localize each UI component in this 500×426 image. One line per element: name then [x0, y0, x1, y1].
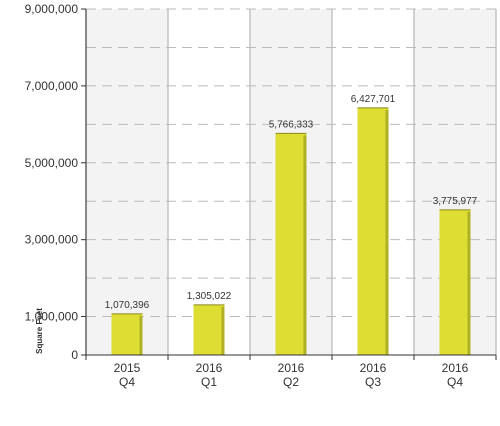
- data-label-4: 3,775,977: [433, 196, 478, 207]
- data-label-1: 1,305,022: [187, 291, 232, 302]
- x-tick-label-2: 2016 Q2: [278, 361, 305, 389]
- x-tick-label-year-0: 2015: [114, 361, 141, 375]
- x-tick-label-3: 2016 Q3: [360, 361, 387, 389]
- x-tick-label-year-1: 2016: [196, 361, 223, 375]
- data-label-3: 6,427,701: [351, 94, 396, 105]
- x-tick-label-4: 2016 Q4: [442, 361, 469, 389]
- x-tick-label-year-3: 2016: [360, 361, 387, 375]
- bar-3: [357, 107, 389, 355]
- bars: [111, 107, 471, 355]
- bar-shadow-0: [139, 315, 143, 355]
- y-tick-label-1: 1,000,000: [25, 310, 79, 324]
- bar-shadow-1: [221, 306, 225, 355]
- bar-4: [439, 209, 471, 355]
- x-tick-label-quarter-2: Q2: [283, 375, 299, 389]
- axes: 0 1,000,000 3,000,000 5,000,000 7,000,000 9,0…: [25, 2, 497, 389]
- bar-2: [275, 133, 307, 355]
- x-tick-label-quarter-3: Q3: [365, 375, 381, 389]
- x-tick-label-0: 2015 Q4: [114, 361, 141, 389]
- x-tick-label-quarter-4: Q4: [447, 375, 463, 389]
- x-tick-label-1: 2016 Q1: [196, 361, 223, 389]
- y-tick-label-5: 9,000,000: [25, 2, 79, 16]
- gridlines: [86, 8, 496, 318]
- x-tick-label-quarter-1: Q1: [201, 375, 217, 389]
- y-tick-label-3: 5,000,000: [25, 156, 79, 170]
- bar-shadow-2: [303, 135, 307, 355]
- x-tick-label-quarter-0: Q4: [119, 375, 135, 389]
- data-label-2: 5,766,333: [269, 119, 314, 130]
- data-labels: 1,070,396 1,305,022 5,766,333 6,427,701 3,77…: [105, 94, 478, 311]
- category-band-0: [86, 9, 168, 355]
- y-tick-label-0: 0: [71, 348, 78, 362]
- y-axis-title: Square Feet: [35, 308, 44, 354]
- y-tick-label-2: 3,000,000: [25, 233, 79, 247]
- x-tick-label-year-4: 2016: [442, 361, 469, 375]
- x-tick-label-year-2: 2016: [278, 361, 305, 375]
- bar-shadow-3: [385, 109, 389, 355]
- bar-0: [111, 313, 143, 355]
- bar-shadow-4: [467, 211, 471, 355]
- y-tick-label-4: 7,000,000: [25, 79, 79, 93]
- data-label-0: 1,070,396: [105, 300, 150, 311]
- bar-1: [193, 304, 225, 355]
